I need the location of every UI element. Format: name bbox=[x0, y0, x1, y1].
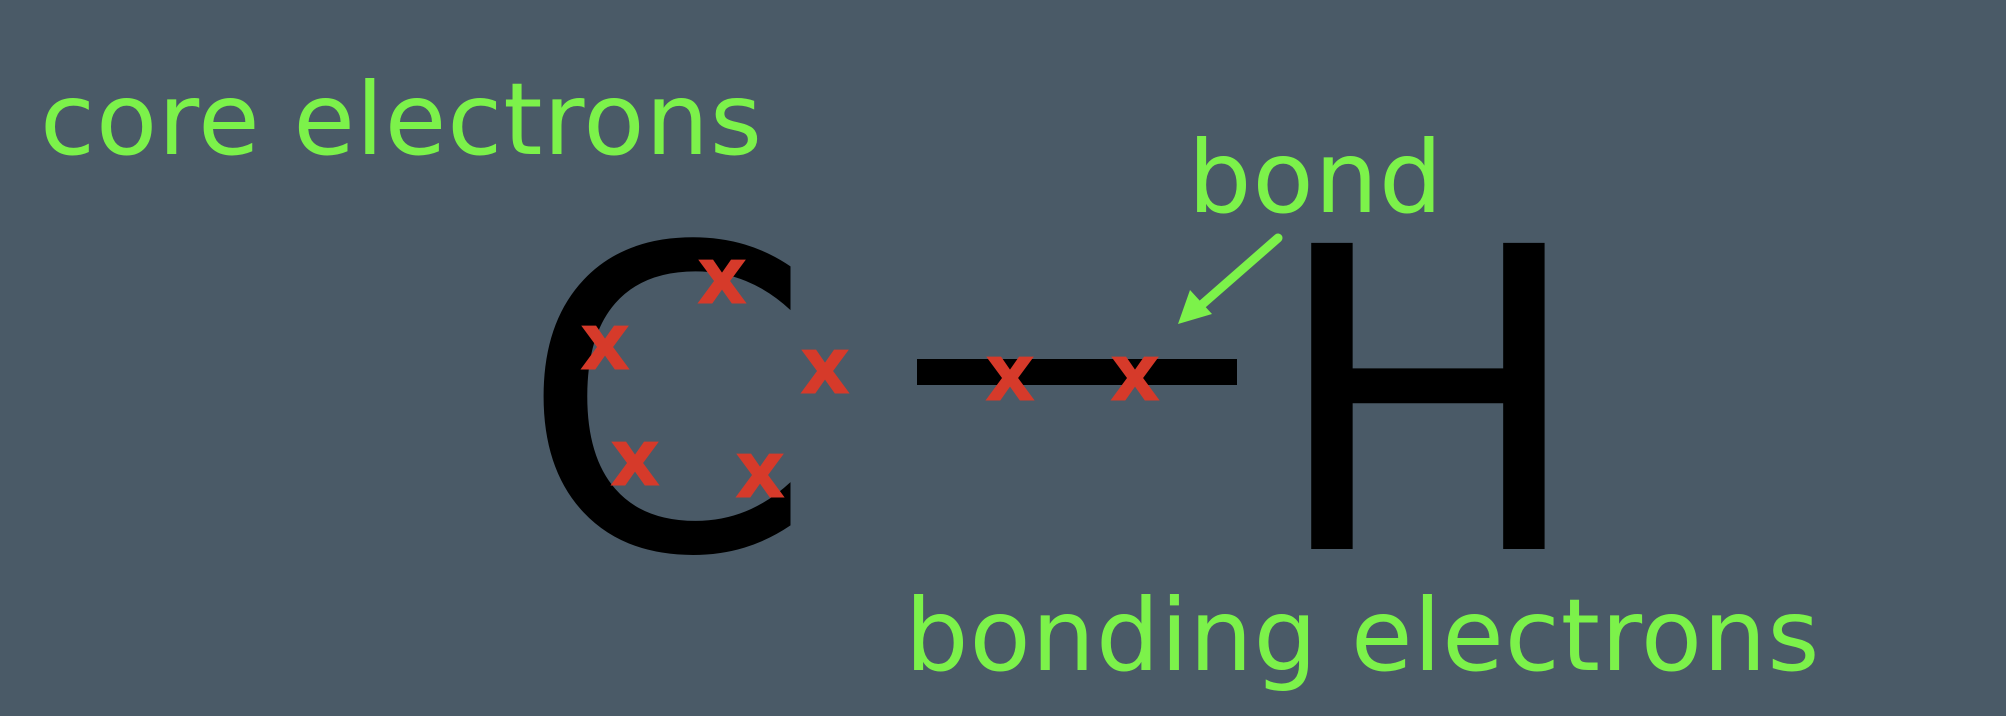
bond-label: bond bbox=[1188, 119, 1444, 236]
bonding-electron-2: x bbox=[1109, 327, 1161, 420]
core-electron-1: x bbox=[696, 230, 748, 323]
arrow-icon bbox=[1178, 233, 1283, 324]
hydrogen-atom: H bbox=[1270, 160, 1586, 649]
bonding-electron-1: x bbox=[984, 327, 1036, 420]
core-electron-5: x bbox=[734, 424, 786, 517]
electron-group: xx xx xx x bbox=[579, 230, 1161, 517]
bond-line bbox=[917, 359, 1237, 385]
core-electron-2: x bbox=[579, 296, 631, 389]
core-electrons-label: core electrons bbox=[40, 61, 763, 178]
core-electron-3: x bbox=[799, 320, 851, 413]
bonding-electrons-label: bonding electrons bbox=[905, 577, 1821, 694]
carbon-atom: C bbox=[520, 160, 814, 649]
core-electron-4: x bbox=[609, 412, 661, 505]
